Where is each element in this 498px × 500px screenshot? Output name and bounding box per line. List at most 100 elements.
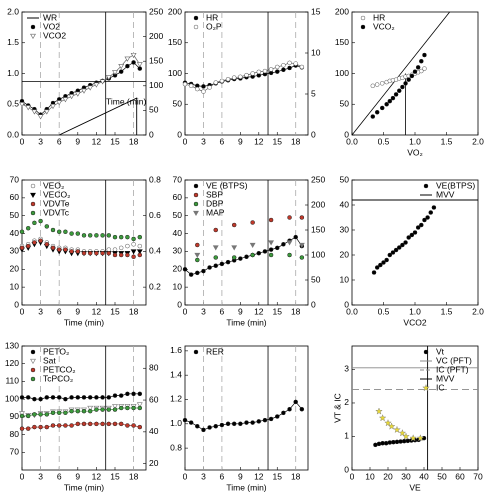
x-tick-label: 0 [183, 136, 188, 146]
data-point [268, 240, 275, 246]
legend-swatch [30, 192, 36, 199]
data-point [370, 114, 376, 119]
x-tick-label: 15 [110, 471, 120, 481]
data-point [131, 423, 136, 428]
plot-frame [184, 345, 309, 471]
data-point [25, 105, 32, 111]
data-point [195, 242, 200, 248]
data-point [75, 249, 81, 254]
data-point [390, 250, 396, 255]
data-point [100, 407, 105, 412]
legend-swatch [30, 33, 36, 40]
data-point [50, 410, 56, 416]
x-tick-label: 15 [110, 306, 120, 316]
data-point [50, 395, 56, 400]
data-point [419, 222, 424, 228]
x-axis-label: Time (min) [226, 317, 266, 327]
data-point [256, 69, 262, 75]
data-point [56, 100, 63, 106]
data-point [287, 215, 292, 220]
data-point [384, 102, 389, 107]
data-point [75, 408, 81, 414]
data-point [379, 81, 385, 86]
x-tick-label: 15 [273, 471, 283, 481]
x-axis-label: Time (min) [64, 317, 104, 327]
legend-label: HR [206, 12, 218, 22]
x-tick-label: 70 [473, 471, 483, 481]
legend-label: IC [436, 382, 445, 392]
data-point [188, 272, 194, 277]
data-point [213, 227, 218, 233]
data-point [371, 270, 377, 275]
x-tick-label: 30 [401, 471, 411, 481]
x-tick-label: 0.0 [346, 306, 358, 316]
data-point [262, 417, 268, 423]
data-point [130, 52, 137, 59]
y2-tick-label: 5 [311, 88, 316, 98]
data-point [393, 425, 401, 433]
y-tick-label: 50 [10, 210, 20, 220]
x-tick-label: 3 [201, 471, 206, 481]
x-tick-label: 18 [129, 471, 139, 481]
y-tick-label: 150 [335, 37, 349, 47]
data-point [387, 98, 393, 104]
data-point [94, 233, 99, 238]
data-point [131, 60, 136, 65]
x-tick-label: 18 [291, 306, 301, 316]
data-point [201, 89, 206, 94]
data-point [125, 234, 130, 240]
x-tick-label: 6 [220, 471, 225, 481]
data-point [131, 242, 136, 247]
data-point [287, 406, 292, 412]
x-tick-label: 9 [238, 306, 243, 316]
data-point [137, 252, 143, 258]
data-point [370, 83, 376, 89]
data-point [81, 233, 87, 238]
data-point [100, 395, 105, 400]
data-point [188, 83, 194, 89]
data-point [44, 224, 50, 229]
data-point [25, 413, 31, 419]
data-point [403, 240, 408, 245]
data-point [19, 395, 25, 400]
data-point [195, 257, 200, 263]
data-point [50, 423, 56, 428]
data-point [213, 255, 218, 260]
data-point [63, 247, 68, 252]
data-point [94, 395, 99, 400]
data-point [125, 243, 130, 249]
data-point [299, 255, 305, 260]
data-point [100, 250, 105, 256]
legend-label: VECO₂ [43, 189, 70, 199]
data-point [125, 252, 130, 258]
data-point [75, 395, 81, 400]
x-axis-label: Time (min) [106, 96, 146, 106]
plot-frame [21, 179, 147, 306]
y-tick-label: 1.6 [170, 345, 182, 355]
data-point [31, 109, 38, 115]
x-tick-label: 20 [383, 471, 393, 481]
y-tick-label: 70 [10, 447, 20, 457]
legend-swatch [30, 376, 36, 382]
data-point [281, 63, 286, 68]
y-tick-label: 50 [173, 99, 183, 109]
y2-tick-label: 0 [149, 129, 154, 139]
data-point [69, 249, 74, 254]
data-point [194, 252, 201, 259]
data-point [416, 434, 425, 442]
data-point [293, 399, 298, 405]
data-point [207, 425, 212, 430]
data-point [379, 105, 385, 111]
legend-label: VDVTc [43, 207, 70, 217]
data-point [238, 74, 243, 80]
data-point [422, 217, 427, 223]
data-point [201, 427, 206, 433]
y2-tick-label: 50 [311, 274, 321, 284]
data-point [87, 233, 93, 238]
y2-tick-label: 150 [149, 55, 163, 65]
data-point [19, 411, 25, 417]
y-tick-label: 40 [173, 228, 183, 238]
data-point [44, 424, 50, 430]
x-tick-label: 15 [273, 136, 283, 146]
x-tick-label: 12 [254, 306, 264, 316]
